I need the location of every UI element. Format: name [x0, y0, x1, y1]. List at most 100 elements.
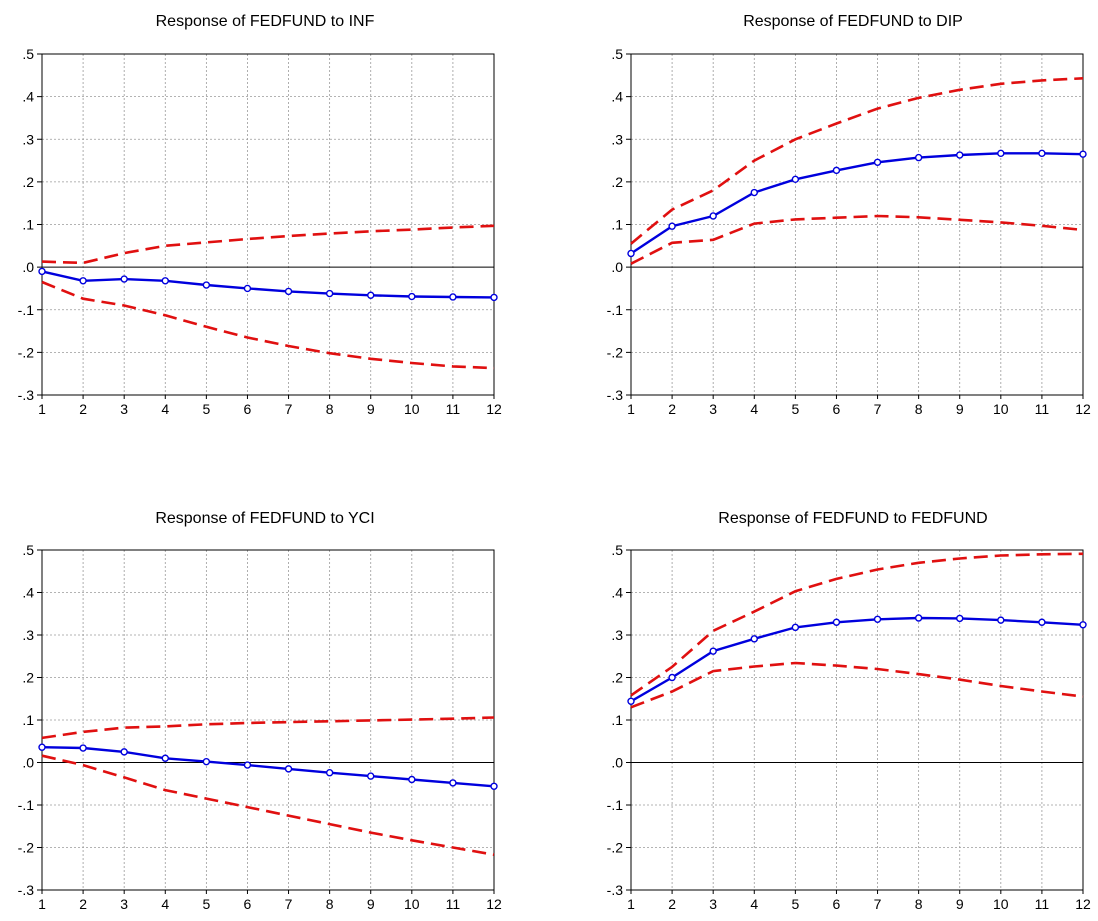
response-point: [325, 769, 334, 777]
x-tick-label: 8: [326, 401, 334, 417]
x-tick-label: 7: [285, 896, 293, 912]
x-tick-label: 7: [874, 401, 882, 417]
y-tick-label: -.1: [607, 302, 624, 318]
response-point: [997, 149, 1005, 158]
response-point: [914, 614, 923, 622]
x-tick-label: 3: [709, 896, 717, 912]
response-point: [956, 614, 964, 623]
y-tick-label: .2: [611, 174, 623, 190]
response-point: [408, 292, 416, 301]
x-tick-label: 8: [915, 401, 923, 417]
response-point: [79, 277, 87, 285]
x-tick-label: 5: [791, 896, 799, 912]
lower-band-line: [41, 754, 495, 856]
response-point: [38, 743, 46, 751]
response-point: [243, 761, 252, 769]
x-tick-label: 1: [38, 896, 46, 912]
response-point: [997, 616, 1005, 624]
y-tick-label: .4: [611, 89, 623, 105]
x-tick-label: 7: [285, 401, 293, 417]
y-tick-label: .0: [611, 259, 623, 275]
response-point: [490, 782, 498, 790]
x-tick-label: 4: [750, 401, 758, 417]
response-point: [668, 222, 676, 230]
response-point: [791, 175, 800, 184]
response-line: [41, 746, 495, 788]
y-tick-label: .1: [22, 217, 34, 233]
x-tick-label: 4: [750, 896, 758, 912]
y-tick-label: .5: [611, 542, 623, 558]
response-point: [408, 775, 416, 784]
response-point: [627, 697, 635, 705]
response-point: [832, 618, 841, 626]
x-tick-label: 10: [993, 896, 1009, 912]
y-tick-label: -.1: [18, 797, 35, 813]
y-tick-label: .3: [611, 131, 623, 147]
response-point: [914, 153, 923, 162]
y-tick-label: -.3: [607, 882, 624, 898]
response-point: [1079, 150, 1087, 158]
response-point: [243, 284, 252, 293]
x-tick-label: 11: [446, 401, 461, 417]
response-point: [668, 673, 676, 682]
upper-band-line: [41, 716, 495, 740]
y-tick-label: .1: [611, 712, 623, 728]
upper-band-line: [41, 224, 495, 265]
x-tick-label: 11: [446, 896, 461, 912]
response-point: [202, 757, 211, 766]
x-tick-label: 7: [874, 896, 882, 912]
y-tick-label: -.2: [18, 840, 35, 856]
response-point: [1038, 618, 1046, 626]
chart-panel-1: Response of FEDFUND to INF .5 .4 .3 .2 .1 .0 -.…: [18, 13, 502, 417]
y-tick-label: .4: [22, 89, 34, 105]
x-tick-label: 11: [1035, 896, 1050, 912]
response-line: [630, 616, 1084, 703]
y-tick-label: .5: [22, 46, 34, 62]
response-point: [873, 158, 882, 166]
x-tick-label: 6: [244, 896, 252, 912]
x-tick-label: 6: [244, 401, 252, 417]
response-point: [750, 188, 758, 197]
response-point: [449, 779, 457, 787]
x-tick-label: 3: [120, 401, 128, 417]
x-tick-label: 4: [161, 401, 169, 417]
chart-title: Response of FEDFUND to DIP: [743, 13, 963, 30]
response-point: [120, 275, 128, 283]
y-tick-label: -.2: [607, 840, 624, 856]
x-tick-label: 9: [367, 896, 375, 912]
x-tick-label: 3: [120, 896, 128, 912]
y-tick-label: .4: [22, 585, 34, 601]
response-point: [490, 293, 498, 302]
x-tick-label: 9: [956, 401, 964, 417]
x-tick-label: 2: [79, 401, 87, 417]
y-tick-label: .3: [611, 627, 623, 643]
y-tick-label: .0: [22, 259, 34, 275]
x-tick-label: 12: [486, 401, 502, 417]
response-point: [367, 772, 375, 780]
response-point: [750, 635, 758, 643]
chart-title: Response of FEDFUND to INF: [156, 13, 375, 30]
chart-panel-4: Response of FEDFUND to FEDFUND .5 .4 .3 .2 .1…: [607, 510, 1091, 912]
chart-panel-2: Response of FEDFUND to DIP .5 .4 .3 .2 .1 .0 -.…: [607, 13, 1091, 417]
x-tick-label: 5: [202, 401, 210, 417]
y-tick-label: .2: [22, 670, 34, 686]
response-point: [284, 765, 293, 773]
response-point: [38, 267, 46, 276]
x-tick-label: 1: [38, 401, 46, 417]
response-point: [120, 748, 128, 756]
chart-title: Response of FEDFUND to FEDFUND: [718, 510, 987, 527]
chart-panel-3: Response of FEDFUND to YCI .5 .4 .3 .2 .1 .0 -.…: [18, 510, 502, 912]
upper-band-line: [630, 77, 1084, 245]
response-point: [709, 647, 717, 655]
x-tick-label: 1: [627, 896, 635, 912]
response-point: [202, 281, 211, 289]
y-tick-label: .1: [611, 217, 623, 233]
x-tick-label: 2: [79, 896, 87, 912]
response-point: [1079, 621, 1087, 629]
x-tick-label: 3: [709, 401, 717, 417]
x-tick-label: 8: [326, 896, 334, 912]
x-tick-label: 8: [915, 896, 923, 912]
x-tick-label: 5: [202, 896, 210, 912]
